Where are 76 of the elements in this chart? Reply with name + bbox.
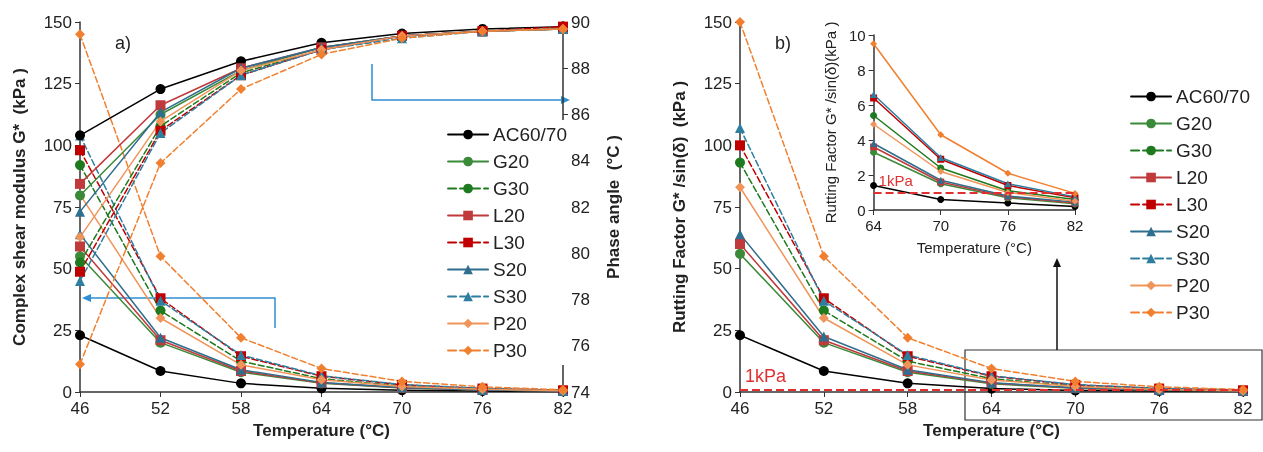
- y-tick-label: 150: [703, 12, 732, 32]
- y2-tick-label: 84: [571, 151, 590, 171]
- y-tick-label: 125: [43, 74, 72, 94]
- y2-tick-label: 86: [571, 105, 590, 124]
- legend-label: G20: [1176, 113, 1212, 134]
- x-tick-label: 76: [999, 217, 1017, 234]
- x-axis-title: Temperature (°C): [916, 239, 1032, 256]
- y-tick-label: 25: [53, 320, 72, 340]
- x-tick-label: 82: [1233, 399, 1253, 418]
- legend-label: P20: [1176, 275, 1210, 296]
- y2-tick-label: 80: [571, 243, 590, 263]
- legend-label: S20: [1176, 221, 1210, 242]
- x-tick-label: 46: [730, 399, 750, 418]
- legend-label: P30: [493, 340, 527, 361]
- y-tick-label: 6: [857, 96, 866, 114]
- annotation: b): [775, 33, 792, 53]
- y-tick-label: 0: [857, 201, 866, 219]
- y2-tick-label: 74: [571, 382, 590, 402]
- x-tick-label: 46: [70, 399, 90, 418]
- y-axis-title: Rutting Factor G* /sin(δ) (kPa ): [670, 80, 689, 334]
- y-axis-title: Complex shear modulus G* (kPa ): [10, 68, 29, 346]
- x-tick-label: 70: [1065, 399, 1085, 418]
- y2-tick-label: 78: [571, 290, 590, 309]
- ref-line-label: 1kPa: [745, 365, 788, 386]
- x-tick-label: 70: [392, 399, 412, 418]
- x-tick-label: 64: [982, 399, 1001, 418]
- y-tick-label: 50: [53, 259, 72, 279]
- y-tick-label: 4: [857, 131, 866, 149]
- x-tick-label: 70: [932, 217, 950, 234]
- legend-label: S30: [1176, 248, 1210, 269]
- legend-label: L20: [1176, 167, 1208, 188]
- y-tick-label: 150: [43, 12, 72, 32]
- x-tick-label: 58: [231, 399, 251, 418]
- x-tick-label: 52: [814, 399, 834, 418]
- legend-label: AC60/70: [493, 124, 568, 145]
- legend-label: S20: [493, 259, 527, 280]
- x-tick-label: 76: [473, 399, 492, 418]
- x-tick-label: 82: [1066, 217, 1084, 234]
- y2-tick-label: 76: [571, 336, 590, 356]
- legend-label: AC60/70: [1176, 86, 1251, 107]
- y-tick-label: 100: [43, 135, 72, 155]
- annotation: a): [115, 33, 132, 53]
- legend-label: P30: [1176, 302, 1210, 323]
- y-axis-title: Rutting Factor G* /sin(δ)(kPa ): [822, 21, 839, 224]
- y-tick-label: 100: [703, 135, 732, 155]
- y-tick-label: 75: [713, 197, 732, 217]
- y-tick-label: 125: [703, 74, 732, 94]
- y-tick-label: 8: [857, 61, 866, 79]
- x-tick-label: 82: [553, 399, 573, 418]
- x-tick-label: 58: [898, 399, 918, 418]
- legend-label: G30: [493, 178, 529, 199]
- x-axis-title: Temperature (°C): [253, 421, 390, 440]
- x-tick-label: 76: [1149, 399, 1169, 418]
- y2-tick-label: 82: [571, 197, 590, 217]
- x-axis-title: Temperature (°C): [923, 421, 1060, 440]
- x-tick-label: 64: [312, 399, 331, 418]
- legend-label: L20: [493, 205, 525, 226]
- y2-axis-title: Phase angle (°C ): [604, 135, 623, 279]
- legend-label: L30: [1176, 194, 1208, 215]
- x-tick-label: 52: [151, 399, 170, 418]
- y-tick-label: 2: [857, 166, 866, 184]
- ref-line-label: 1kPa: [878, 171, 914, 189]
- legend-label: L30: [493, 232, 525, 253]
- y2-tick-label: 90: [571, 12, 590, 32]
- y-tick-label: 0: [722, 382, 732, 402]
- y-tick-label: 75: [53, 197, 72, 217]
- y-tick-label: 50: [713, 259, 732, 279]
- legend-label: G20: [493, 151, 529, 172]
- y-tick-label: 0: [62, 382, 72, 402]
- legend-label: G30: [1176, 140, 1212, 161]
- legend-label: P20: [493, 313, 527, 334]
- y-tick-label: 25: [713, 320, 732, 340]
- y2-tick-label: 88: [571, 58, 590, 78]
- x-tick-label: 64: [865, 217, 882, 234]
- y-tick-label: 10: [848, 26, 866, 44]
- legend-label: S30: [493, 286, 527, 307]
